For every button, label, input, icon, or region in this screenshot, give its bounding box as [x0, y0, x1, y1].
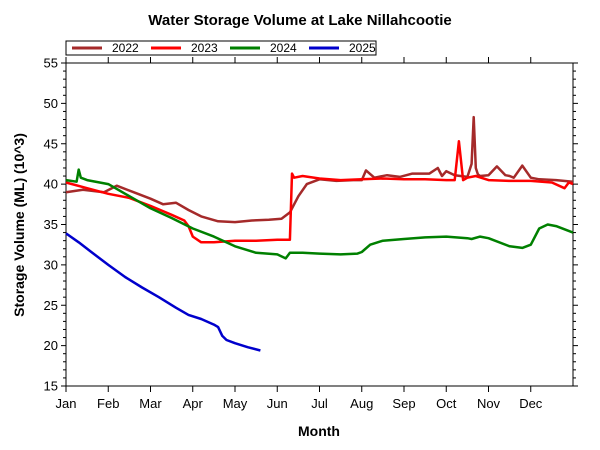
legend-label-2025: 2025 — [349, 41, 376, 55]
x-tick-label: Feb — [97, 396, 119, 411]
x-tick-label: Sep — [392, 396, 415, 411]
x-tick-label: Jun — [267, 396, 288, 411]
x-axis: Jan Feb Mar Apr May Jun Jul Aug Sep Oct Nov Dec — [56, 57, 543, 411]
y-tick-label: 35 — [44, 217, 58, 232]
y-tick-label: 50 — [44, 96, 58, 111]
y-axis: 15 20 25 30 35 40 45 50 55 — [44, 56, 578, 394]
x-axis-title: Month — [298, 423, 340, 439]
series-line-2025 — [65, 232, 261, 352]
x-tick-label: Dec — [519, 396, 543, 411]
y-axis-title: Storage Volume (ML) (10^3) — [11, 133, 27, 317]
legend-label-2023: 2023 — [191, 41, 218, 55]
series-line-2023 — [65, 140, 574, 244]
y-tick-label: 30 — [44, 257, 58, 272]
y-tick-label: 25 — [44, 298, 58, 313]
x-tick-label: Jan — [56, 396, 77, 411]
chart-title: Water Storage Volume at Lake Nillahcooti… — [148, 12, 451, 29]
y-tick-label: 45 — [44, 136, 58, 151]
x-tick-label: Apr — [183, 396, 204, 411]
y-tick-label: 20 — [44, 338, 58, 353]
y-tick-label: 15 — [44, 379, 58, 394]
series-line-2024 — [65, 168, 574, 260]
y-tick-label: 40 — [44, 177, 58, 192]
plot-area — [65, 62, 574, 387]
y-tick-label: 55 — [44, 56, 58, 71]
legend-label-2022: 2022 — [112, 41, 139, 55]
x-tick-label: Jul — [311, 396, 328, 411]
x-tick-label: Mar — [139, 396, 162, 411]
x-tick-label: May — [223, 396, 248, 411]
x-tick-label: Oct — [436, 396, 457, 411]
series-layer — [65, 115, 574, 352]
legend-box — [65, 40, 377, 56]
x-tick-label: Nov — [477, 396, 501, 411]
x-tick-label: Aug — [350, 396, 373, 411]
legend: 2022 2023 2024 2025 — [65, 40, 377, 56]
series-line-2022 — [65, 115, 574, 224]
legend-label-2024: 2024 — [270, 41, 297, 55]
